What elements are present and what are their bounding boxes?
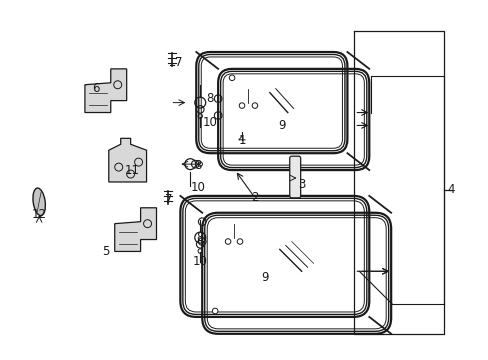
Text: 4: 4 <box>446 184 454 197</box>
Text: 6: 6 <box>92 82 100 95</box>
Circle shape <box>229 75 234 81</box>
Ellipse shape <box>33 188 45 216</box>
Text: 5: 5 <box>102 245 109 258</box>
Text: 3: 3 <box>297 179 305 192</box>
Text: 8: 8 <box>196 231 203 244</box>
Text: 8: 8 <box>194 159 202 172</box>
Text: 10: 10 <box>203 116 217 129</box>
Polygon shape <box>115 208 156 251</box>
Text: 10: 10 <box>192 255 207 268</box>
Text: 1: 1 <box>238 134 245 147</box>
Text: 12: 12 <box>32 208 46 221</box>
Text: 9: 9 <box>261 271 268 284</box>
FancyBboxPatch shape <box>289 156 300 198</box>
Text: 8: 8 <box>206 92 213 105</box>
Text: 7: 7 <box>164 193 172 206</box>
Polygon shape <box>85 69 126 113</box>
Text: 2: 2 <box>251 192 258 204</box>
Text: 7: 7 <box>174 57 182 69</box>
Text: 10: 10 <box>190 181 205 194</box>
Circle shape <box>212 308 218 314</box>
Text: 9: 9 <box>278 119 285 132</box>
Polygon shape <box>108 138 146 182</box>
Text: 11: 11 <box>125 163 140 176</box>
